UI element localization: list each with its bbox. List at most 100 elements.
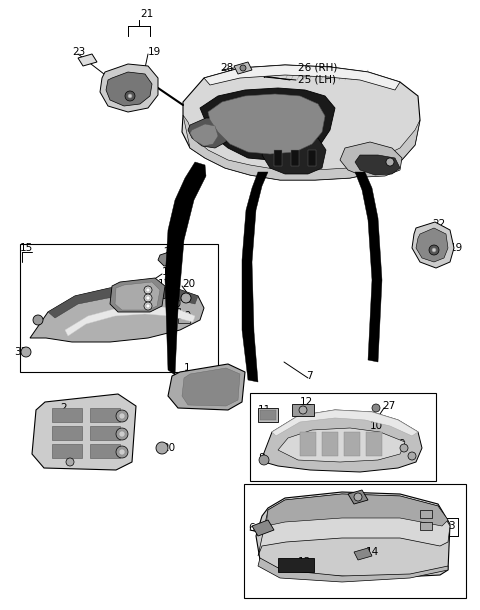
- Text: 9: 9: [398, 439, 405, 449]
- Text: 10: 10: [370, 421, 383, 431]
- Bar: [90, 426, 120, 440]
- Bar: [250, 393, 436, 481]
- Circle shape: [66, 458, 74, 466]
- Polygon shape: [272, 410, 418, 436]
- Bar: [260, 410, 276, 420]
- Bar: [244, 484, 466, 598]
- Circle shape: [119, 431, 125, 437]
- Circle shape: [259, 455, 269, 465]
- Circle shape: [116, 428, 128, 440]
- Circle shape: [156, 442, 168, 454]
- Text: 31: 31: [14, 347, 27, 357]
- Polygon shape: [188, 118, 228, 148]
- Polygon shape: [344, 432, 360, 456]
- Text: 4: 4: [355, 493, 361, 503]
- Polygon shape: [308, 150, 316, 166]
- Text: 29: 29: [178, 311, 191, 321]
- Text: 2: 2: [60, 403, 67, 413]
- Polygon shape: [110, 278, 165, 312]
- Polygon shape: [30, 286, 204, 342]
- Circle shape: [119, 449, 125, 455]
- Polygon shape: [252, 520, 274, 536]
- Text: 20: 20: [162, 443, 175, 453]
- Circle shape: [408, 452, 416, 460]
- Polygon shape: [355, 172, 382, 362]
- Text: 24: 24: [163, 247, 176, 257]
- Text: 25 (LH): 25 (LH): [298, 75, 336, 85]
- Text: 6: 6: [248, 523, 254, 533]
- Polygon shape: [266, 494, 448, 526]
- Circle shape: [128, 94, 132, 98]
- Polygon shape: [412, 222, 454, 268]
- Bar: [20, 244, 218, 372]
- Text: 11: 11: [258, 405, 271, 415]
- Text: 14: 14: [366, 547, 379, 557]
- Text: 28: 28: [220, 63, 233, 73]
- Bar: [90, 408, 120, 422]
- Polygon shape: [366, 432, 382, 456]
- Text: 12: 12: [300, 397, 313, 407]
- Circle shape: [125, 91, 135, 101]
- Polygon shape: [355, 155, 400, 175]
- Circle shape: [181, 293, 191, 303]
- Polygon shape: [354, 548, 372, 560]
- Polygon shape: [106, 72, 152, 106]
- Polygon shape: [300, 432, 316, 456]
- Polygon shape: [256, 492, 450, 578]
- Text: 5: 5: [416, 509, 422, 519]
- Bar: [420, 510, 432, 518]
- Polygon shape: [115, 282, 160, 310]
- Text: 19: 19: [148, 47, 161, 57]
- Bar: [52, 408, 82, 422]
- Bar: [278, 558, 314, 572]
- Circle shape: [21, 347, 31, 357]
- Polygon shape: [262, 136, 326, 174]
- Circle shape: [33, 315, 43, 325]
- Polygon shape: [242, 172, 268, 382]
- Polygon shape: [165, 162, 206, 375]
- Polygon shape: [65, 306, 195, 336]
- Bar: [420, 522, 432, 530]
- Text: 3: 3: [448, 521, 455, 531]
- Circle shape: [116, 410, 128, 422]
- Text: 20: 20: [182, 279, 195, 289]
- Polygon shape: [168, 308, 180, 313]
- Polygon shape: [340, 142, 402, 177]
- Circle shape: [146, 296, 150, 300]
- Polygon shape: [200, 88, 335, 160]
- Polygon shape: [158, 251, 178, 266]
- Bar: [258, 408, 278, 422]
- Polygon shape: [178, 318, 190, 323]
- Text: 30: 30: [168, 299, 181, 309]
- Polygon shape: [48, 286, 198, 318]
- Text: 26 (RH): 26 (RH): [298, 63, 337, 73]
- Text: 19: 19: [450, 243, 463, 253]
- Polygon shape: [322, 432, 338, 456]
- Circle shape: [432, 248, 436, 252]
- Polygon shape: [190, 124, 218, 146]
- Circle shape: [386, 158, 394, 166]
- Circle shape: [116, 446, 128, 458]
- Polygon shape: [32, 394, 136, 470]
- Circle shape: [354, 493, 362, 501]
- Polygon shape: [182, 65, 420, 180]
- Text: 15: 15: [20, 243, 33, 253]
- Circle shape: [429, 245, 439, 255]
- Text: 22: 22: [432, 219, 445, 229]
- Polygon shape: [204, 65, 400, 90]
- Polygon shape: [291, 150, 299, 166]
- Polygon shape: [262, 410, 422, 472]
- Text: 1: 1: [184, 363, 191, 373]
- Circle shape: [146, 304, 150, 308]
- Polygon shape: [78, 54, 97, 66]
- Circle shape: [144, 294, 152, 302]
- Polygon shape: [183, 115, 420, 180]
- Polygon shape: [258, 558, 448, 582]
- Polygon shape: [168, 364, 245, 410]
- Text: 16: 16: [155, 291, 168, 301]
- Polygon shape: [274, 150, 282, 166]
- Text: 8: 8: [258, 453, 264, 463]
- Polygon shape: [278, 428, 405, 462]
- Polygon shape: [234, 62, 252, 74]
- Polygon shape: [258, 494, 450, 556]
